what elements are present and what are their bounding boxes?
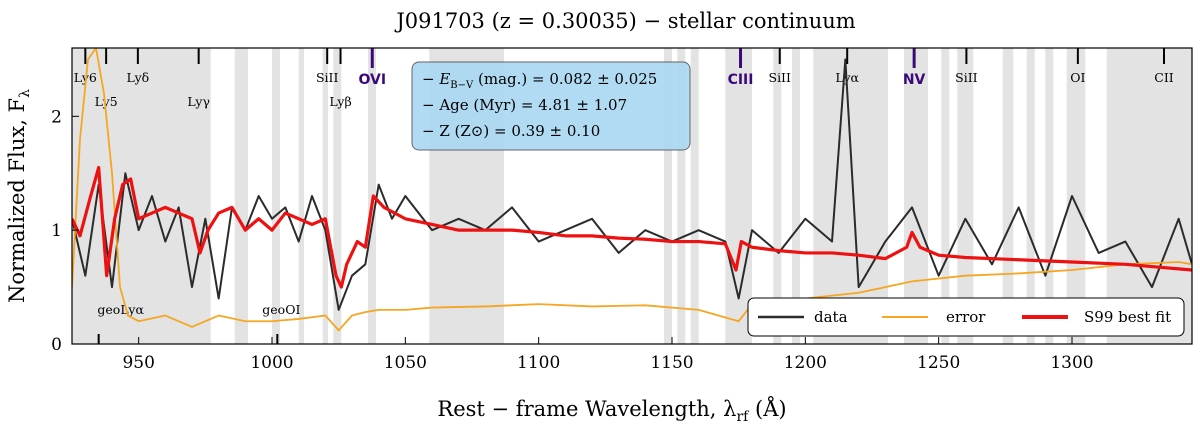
masked-region-10 bbox=[690, 48, 699, 344]
masked-region-22 bbox=[1106, 48, 1192, 344]
masked-region-5 bbox=[333, 48, 342, 344]
masked-region-3 bbox=[298, 48, 304, 344]
line-marker-label-3: Lyγ bbox=[187, 94, 210, 109]
line-marker-label-10: NV bbox=[903, 72, 926, 88]
fit-param-ebv: − EB−V (mag.) = 0.082 ± 0.025 bbox=[422, 70, 657, 91]
series-line-error bbox=[72, 48, 1192, 332]
y-tick-label-0: 0 bbox=[51, 335, 62, 355]
masked-region-2 bbox=[272, 48, 280, 344]
line-marker-label-5: Lyβ bbox=[329, 94, 351, 109]
line-marker-label-6: OVI bbox=[358, 72, 386, 88]
chart-title: J091703 (z = 0.30035) − stellar continuu… bbox=[394, 9, 855, 33]
masked-region-4 bbox=[322, 48, 328, 344]
x-axis-label-sub: rf bbox=[736, 409, 750, 425]
masked-region-1 bbox=[234, 48, 248, 344]
x-axis-label-unit: (Å) bbox=[748, 396, 786, 421]
masked-regions bbox=[72, 48, 1192, 344]
series-lines bbox=[72, 48, 1192, 332]
masked-region-18 bbox=[1002, 48, 1014, 344]
line-marker-label-8: SiII bbox=[769, 70, 791, 85]
line-marker-label-11: SiII bbox=[955, 70, 977, 85]
x-tick-label-3: 1100 bbox=[517, 353, 560, 373]
masked-region-17 bbox=[957, 48, 974, 344]
y-axis-label-sub: λ bbox=[17, 89, 33, 98]
masked-region-13 bbox=[792, 48, 800, 344]
x-tick-label-5: 1200 bbox=[784, 353, 827, 373]
line-marker-label-9: Lyα bbox=[835, 70, 859, 85]
fit-param-age: − Age (Myr) = 4.81 ± 1.07 bbox=[422, 96, 627, 114]
x-tick-label-1: 1000 bbox=[250, 353, 293, 373]
series-line-s99-best-fit bbox=[72, 165, 1192, 289]
masked-region-9 bbox=[677, 48, 686, 344]
masked-region-19 bbox=[1026, 48, 1035, 344]
x-axis-label: Rest − frame Wavelength, λrf (Å) bbox=[437, 396, 786, 425]
masked-region-20 bbox=[1045, 48, 1054, 344]
x-tick-label-4: 1150 bbox=[650, 353, 693, 373]
masked-region-11 bbox=[725, 48, 752, 344]
line-marker-label-12: OI bbox=[1070, 70, 1085, 85]
fit-param-metallicity: − Z (Z⊙) = 0.39 ± 0.10 bbox=[422, 122, 600, 140]
fit-parameters-background bbox=[411, 61, 691, 151]
x-tick-label-7: 1300 bbox=[1050, 353, 1093, 373]
line-marker-label-13: CII bbox=[1154, 70, 1174, 85]
axis-ticks: 950 1000 1050 1100 1150 1200 1250 1300 0 1 2 bbox=[51, 107, 1093, 373]
geo-marker-label-0: geoLyα bbox=[97, 302, 144, 317]
legend-label-fit: S99 best fit bbox=[1084, 308, 1171, 326]
line-marker-label-1: Ly5 bbox=[95, 94, 118, 109]
y-tick-label-2: 2 bbox=[51, 107, 62, 127]
line-marker-label-4: SiII bbox=[316, 70, 338, 85]
masked-region-0 bbox=[72, 48, 211, 344]
fit-parameters-box: − EB−V (mag.) = 0.082 ± 0.025 − Age (Myr… bbox=[411, 61, 691, 151]
masked-region-12 bbox=[773, 48, 782, 344]
masked-region-14 bbox=[813, 48, 888, 344]
x-tick-label-6: 1250 bbox=[917, 353, 960, 373]
legend: data error S99 best fit bbox=[747, 297, 1185, 337]
y-axis-label-main: Normalized Flux, F bbox=[5, 98, 29, 303]
x-tick-label-0: 950 bbox=[122, 353, 154, 373]
y-tick-label-1: 1 bbox=[51, 221, 62, 241]
y-axis-label: Normalized Flux, Fλ bbox=[5, 89, 33, 303]
line-marker-label-7: CIII bbox=[728, 72, 754, 88]
masked-region-16 bbox=[941, 48, 950, 344]
x-axis-label-main: Rest − frame Wavelength, λ bbox=[437, 397, 736, 421]
line-marker-label-2: Lyδ bbox=[127, 70, 150, 85]
legend-label-data: data bbox=[814, 308, 848, 326]
legend-frame bbox=[747, 297, 1185, 337]
legend-label-error: error bbox=[946, 308, 986, 326]
masked-region-8 bbox=[664, 48, 672, 344]
geo-marker-label-1: geoOI bbox=[262, 302, 300, 317]
masked-region-15 bbox=[904, 48, 928, 344]
plot-frame bbox=[71, 47, 1193, 345]
x-tick-label-2: 1050 bbox=[384, 353, 427, 373]
